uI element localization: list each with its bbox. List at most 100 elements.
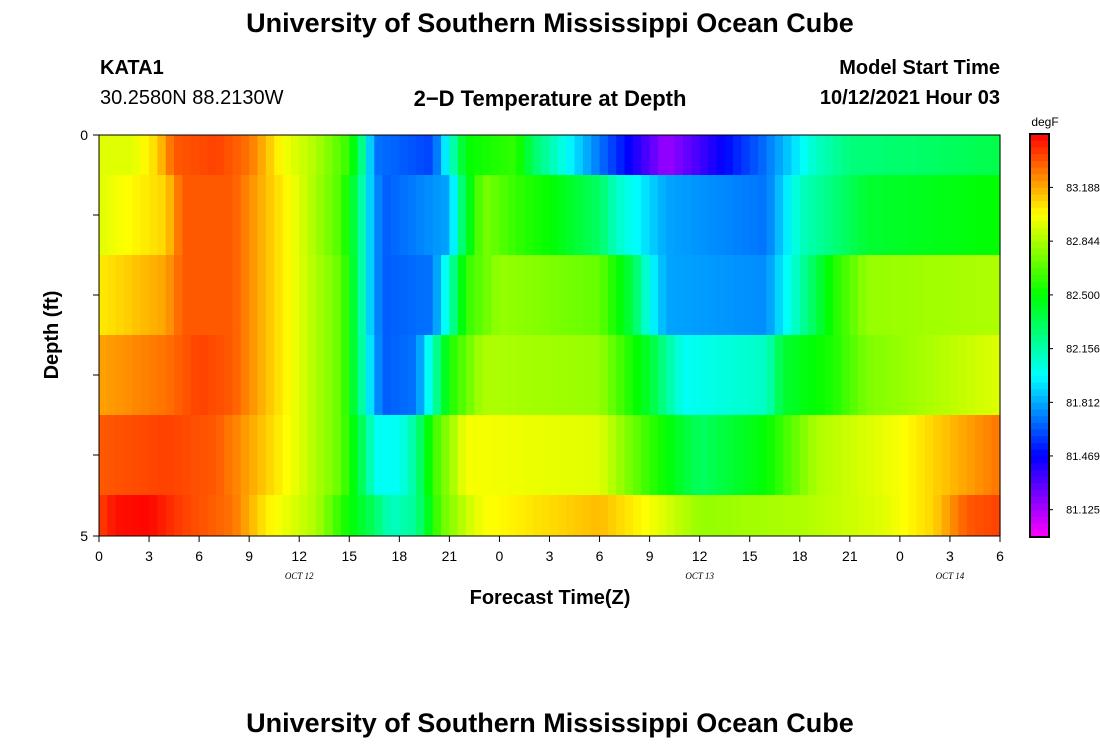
heat-cell [149, 175, 158, 255]
heat-cell [783, 255, 793, 335]
heat-cell [724, 415, 734, 495]
heat-cell [557, 135, 567, 175]
heat-cell [290, 495, 300, 536]
heat-cell [207, 415, 217, 495]
heat-cell [132, 175, 142, 255]
heat-cell [641, 255, 651, 335]
heat-cell [824, 415, 834, 495]
heat-cell [966, 335, 976, 415]
heat-cell [749, 175, 759, 255]
heat-cell [983, 175, 993, 255]
x-tick-label: 3 [145, 548, 153, 564]
x-tick-label: 6 [596, 548, 604, 564]
heat-cell [808, 415, 818, 495]
colorbar-segment [1030, 167, 1049, 175]
heat-cell [816, 495, 826, 536]
heat-cell [541, 495, 551, 536]
heat-cell [791, 335, 801, 415]
footer-title: University of Southern Mississippi Ocean… [246, 708, 854, 738]
heat-cell [416, 415, 425, 495]
heat-cell [666, 175, 676, 255]
heat-cell [399, 175, 409, 255]
heatmap-cells [99, 135, 1001, 536]
heat-cell [299, 495, 309, 536]
heat-cell [624, 135, 634, 175]
heat-cell [733, 255, 742, 335]
y-tick-label: 5 [80, 528, 88, 544]
heat-cell [966, 415, 976, 495]
colorbar-segment [1030, 389, 1049, 397]
colorbar-segment [1030, 483, 1049, 491]
heat-cell [607, 175, 617, 255]
colorbar-segment [1030, 147, 1049, 155]
heat-cell [941, 135, 951, 175]
colorbar-tick-label: 81.125 [1066, 505, 1100, 517]
heat-cell [933, 135, 943, 175]
heat-cell [190, 415, 200, 495]
heat-cell [441, 415, 450, 495]
heat-cell [399, 495, 409, 536]
heat-cell [691, 495, 701, 536]
heat-cell [649, 135, 659, 175]
plot-title: 2−D Temperature at Depth [413, 86, 687, 111]
x-tick-label: 12 [692, 548, 708, 564]
heat-cell [441, 495, 450, 536]
heat-cell [799, 495, 809, 536]
heat-cell [99, 135, 108, 175]
heat-cell [758, 135, 767, 175]
heat-cell [899, 135, 909, 175]
heat-cell [257, 255, 267, 335]
heat-cell [866, 335, 876, 415]
colorbar-segment [1030, 187, 1049, 196]
heat-cell [507, 135, 517, 175]
heat-cell [766, 415, 776, 495]
heat-cell [374, 255, 384, 335]
heat-cell [883, 175, 893, 255]
heat-cell [657, 175, 667, 255]
heat-cell [541, 255, 551, 335]
heat-cell [299, 135, 309, 175]
heat-cell [833, 255, 843, 335]
heat-cell [149, 335, 158, 415]
heat-cell [799, 175, 809, 255]
heat-cell [849, 415, 859, 495]
heat-cell [466, 335, 476, 415]
heat-cell [616, 495, 626, 536]
heat-cell [632, 335, 642, 415]
colorbar-segment [1030, 194, 1049, 202]
heat-cell [783, 415, 793, 495]
heat-cell [766, 135, 776, 175]
heat-cell [282, 135, 292, 175]
heat-cell [908, 255, 918, 335]
heat-cell [115, 135, 125, 175]
x-tick-label: 21 [442, 548, 458, 564]
heat-cell [124, 135, 133, 175]
heat-cell [966, 255, 976, 335]
colorbar-segment [1030, 510, 1049, 518]
heat-cell [307, 415, 317, 495]
y-tick-label: 0 [80, 127, 88, 143]
heat-cell [616, 175, 626, 255]
colorbar-segment [1030, 174, 1049, 182]
colorbar-segment [1030, 134, 1049, 142]
heat-cell [107, 175, 117, 255]
heat-cell [566, 335, 576, 415]
heat-cell [983, 255, 993, 335]
heat-cell [182, 495, 192, 536]
colorbar-segment [1030, 395, 1049, 404]
heat-cell [407, 415, 417, 495]
heat-cell [132, 335, 142, 415]
heat-cell [249, 415, 259, 495]
colorbar-segment [1030, 530, 1049, 538]
heat-cell [616, 255, 626, 335]
heat-cell [958, 135, 968, 175]
heat-cell [324, 335, 334, 415]
colorbar-segment [1030, 463, 1049, 471]
colorbar-segment [1030, 207, 1049, 216]
heat-cell [858, 415, 868, 495]
colorbar-segment [1030, 469, 1049, 478]
heat-cell [991, 255, 1001, 335]
heat-cell [132, 415, 142, 495]
heat-cell [140, 495, 150, 536]
heat-cell [474, 255, 484, 335]
